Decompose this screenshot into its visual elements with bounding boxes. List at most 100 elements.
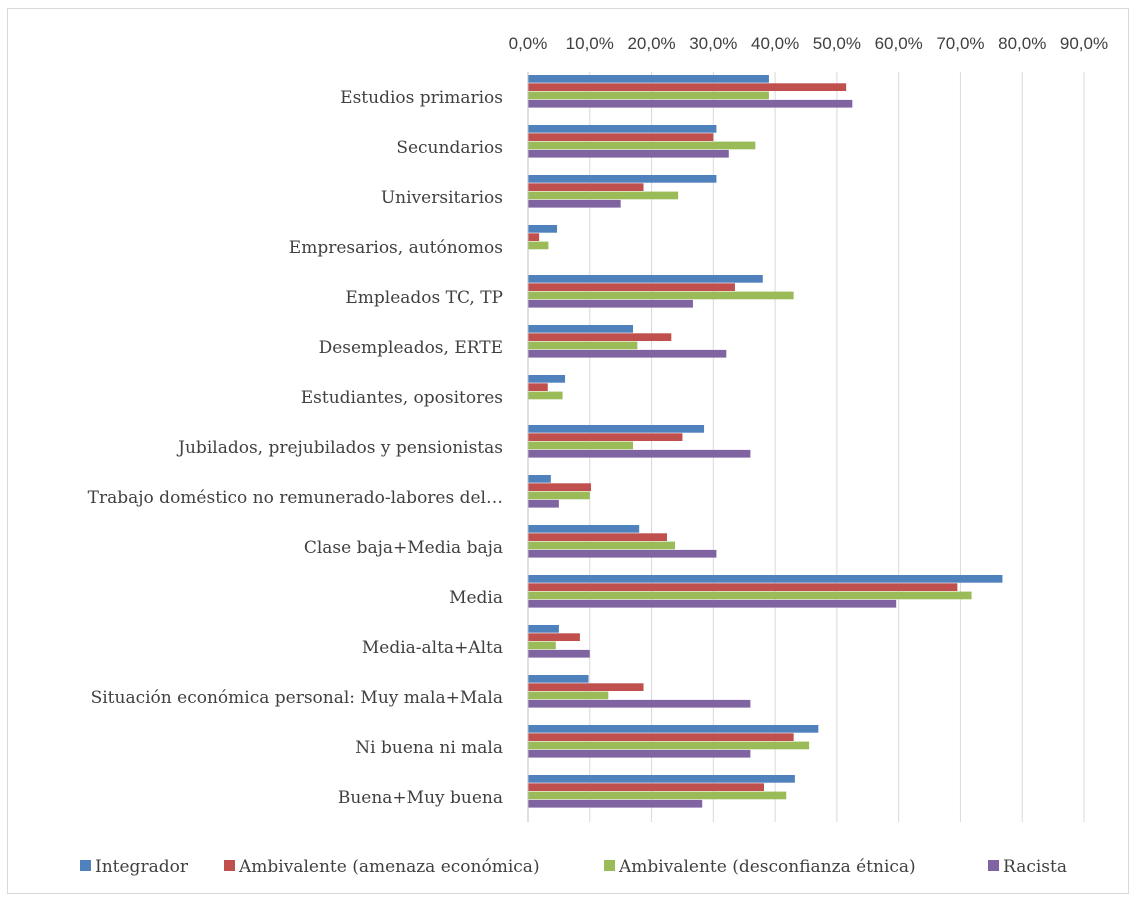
- bar: [528, 233, 540, 241]
- bar: [528, 175, 717, 183]
- bar: [528, 333, 672, 341]
- category-label: Empleados TC, TP: [345, 288, 503, 308]
- x-tick-label: 10,0%: [566, 34, 614, 53]
- bar: [528, 349, 727, 358]
- bar: [528, 191, 679, 200]
- bar: [528, 149, 729, 158]
- bar: [528, 441, 634, 450]
- bar: [528, 133, 714, 141]
- bar: [528, 325, 634, 333]
- legend-item: Integrador: [80, 857, 189, 877]
- bar: [528, 283, 735, 291]
- x-tick-label: 80,0%: [998, 34, 1046, 53]
- category-label: Desempleados, ERTE: [319, 338, 503, 358]
- bar: [528, 699, 751, 708]
- bar: [528, 583, 958, 591]
- legend-swatch: [988, 860, 999, 871]
- category-label: Media-alta+Alta: [362, 638, 503, 658]
- bar: [528, 791, 787, 800]
- bar: [528, 691, 609, 700]
- bar: [528, 475, 551, 483]
- bar: [528, 783, 764, 791]
- bar: [528, 599, 897, 608]
- legend-label: Integrador: [95, 857, 189, 877]
- category-label: Universitarios: [381, 188, 503, 208]
- bar: [528, 549, 717, 558]
- legend-swatch: [224, 860, 235, 871]
- bar: [528, 183, 644, 191]
- bar: [528, 425, 705, 433]
- category-label: Buena+Muy buena: [338, 788, 503, 808]
- bar: [528, 199, 621, 208]
- bar: [528, 91, 769, 100]
- legend-item: Racista: [988, 857, 1067, 877]
- category-label: Media: [449, 588, 503, 608]
- x-tick-label: 40,0%: [751, 34, 799, 53]
- bar: [528, 483, 592, 491]
- legend-item: Ambivalente (amenaza económica): [224, 857, 540, 877]
- bar: [528, 799, 703, 808]
- category-label: Jubilados, prejubilados y pensionistas: [176, 438, 503, 458]
- legend-item: Ambivalente (desconfianza étnica): [604, 857, 916, 877]
- bar: [528, 341, 638, 350]
- bar: [528, 749, 751, 758]
- bar: [528, 625, 559, 633]
- bar: [528, 575, 1003, 583]
- bar: [528, 649, 590, 658]
- bar: [528, 525, 640, 533]
- category-label: Clase baja+Media baja: [304, 538, 503, 558]
- legend-swatch: [80, 860, 91, 871]
- bar: [528, 75, 769, 83]
- category-label: Estudiantes, opositores: [301, 388, 503, 408]
- bar: [528, 299, 693, 308]
- category-label: Estudios primarios: [340, 88, 503, 108]
- category-label: Secundarios: [396, 138, 503, 158]
- bar: [528, 433, 683, 441]
- legend-label: Ambivalente (desconfianza étnica): [618, 857, 916, 877]
- legend-label: Ambivalente (amenaza económica): [238, 857, 540, 877]
- bar: [528, 375, 566, 383]
- legend-label: Racista: [1003, 857, 1067, 877]
- x-tick-label: 20,0%: [627, 34, 675, 53]
- bar: [528, 533, 667, 541]
- bar: [528, 741, 810, 750]
- bar: [528, 733, 794, 741]
- bar: [528, 83, 847, 91]
- bar: [528, 291, 794, 300]
- x-tick-label: 70,0%: [936, 34, 984, 53]
- x-tick-label: 30,0%: [689, 34, 737, 53]
- legend: Integrador Ambivalente (amenaza económica…: [80, 857, 1067, 877]
- bar: [528, 275, 763, 283]
- bar: [528, 383, 548, 391]
- x-tick-label: 60,0%: [875, 34, 923, 53]
- x-axis-tick-labels: 0,0% 10,0% 20,0% 30,0% 40,0% 50,0% 60,0% 70,0% 8…: [509, 34, 1108, 53]
- bar: [528, 491, 590, 500]
- bar: [528, 675, 589, 683]
- category-label: Trabajo doméstico no remunerado-labores …: [88, 488, 503, 508]
- bar: [528, 449, 751, 458]
- x-tick-label: 50,0%: [813, 34, 861, 53]
- bar-series: [528, 75, 1003, 808]
- category-labels: Estudios primarios Secundarios Universitar…: [88, 88, 503, 808]
- bar: [528, 125, 717, 133]
- bar: [528, 225, 558, 233]
- bar: [528, 591, 972, 600]
- bar: [528, 99, 853, 108]
- x-tick-label: 0,0%: [509, 34, 548, 53]
- legend-swatch: [604, 860, 615, 871]
- category-label: Ni buena ni mala: [355, 738, 503, 758]
- bar: [528, 641, 556, 650]
- bar: [528, 541, 676, 550]
- bar: [528, 775, 795, 783]
- category-label: Empresarios, autónomos: [289, 238, 503, 258]
- x-tick-label: 90,0%: [1060, 34, 1108, 53]
- bar: [528, 725, 819, 733]
- bar: [528, 499, 559, 508]
- bar: [528, 633, 580, 641]
- bar: [528, 391, 563, 400]
- bar: [528, 683, 644, 691]
- category-label: Situación económica personal: Muy mala+M…: [91, 688, 503, 708]
- bar: [528, 141, 756, 150]
- bar: [528, 241, 549, 250]
